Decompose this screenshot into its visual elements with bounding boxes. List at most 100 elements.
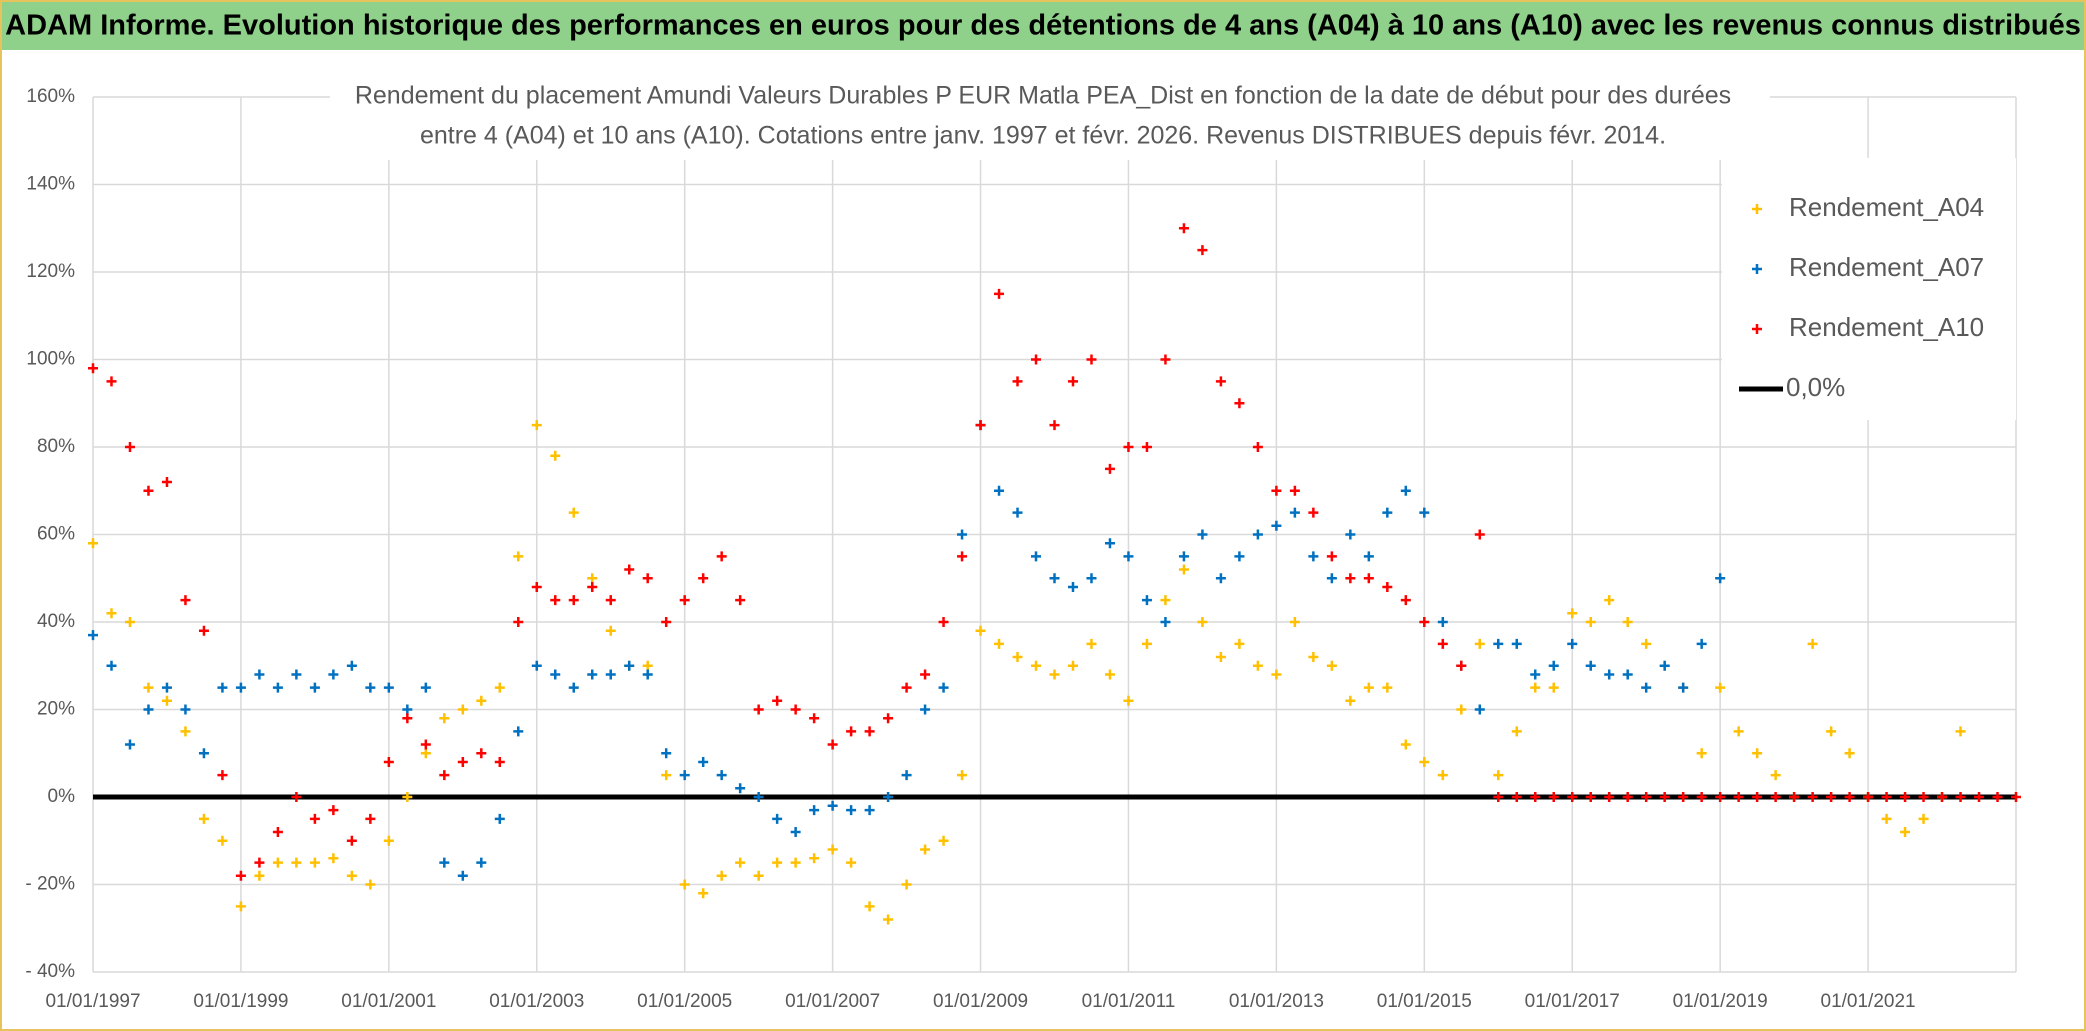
header-band bbox=[2, 2, 2084, 50]
point bbox=[1049, 669, 1060, 680]
point bbox=[106, 660, 117, 671]
x-tick-label: 01/01/1997 bbox=[45, 991, 140, 1012]
point bbox=[957, 529, 968, 540]
point bbox=[494, 757, 505, 767]
x-tick-label: 01/01/2017 bbox=[1525, 991, 1620, 1012]
point bbox=[1992, 792, 2003, 802]
y-tick-label: - 40% bbox=[25, 961, 75, 982]
point bbox=[254, 669, 265, 680]
point bbox=[1678, 792, 1689, 802]
point bbox=[642, 660, 653, 671]
point bbox=[661, 748, 672, 759]
point bbox=[698, 573, 709, 584]
y-tick-label: 40% bbox=[37, 611, 75, 632]
point bbox=[1104, 538, 1115, 549]
point bbox=[846, 857, 857, 868]
point bbox=[1863, 792, 1874, 802]
point bbox=[383, 835, 394, 846]
point bbox=[1012, 376, 1023, 387]
point bbox=[1234, 638, 1245, 649]
point bbox=[1715, 792, 1726, 802]
chart-title: ADAM Informe. Evolution historique des p… bbox=[5, 10, 2081, 42]
point bbox=[846, 805, 857, 816]
point bbox=[1604, 595, 1615, 606]
point bbox=[827, 844, 838, 855]
point bbox=[513, 726, 524, 737]
point bbox=[1511, 792, 1522, 802]
point bbox=[143, 682, 154, 693]
point bbox=[1881, 792, 1892, 802]
point bbox=[1474, 529, 1485, 540]
point bbox=[661, 770, 672, 781]
x-tick-label: 01/01/2013 bbox=[1229, 991, 1324, 1012]
point bbox=[957, 770, 968, 781]
point bbox=[901, 770, 912, 781]
point bbox=[402, 792, 413, 802]
point bbox=[1271, 520, 1282, 531]
point bbox=[161, 477, 172, 487]
point bbox=[143, 485, 154, 496]
legend-label: 0,0% bbox=[1786, 372, 1845, 402]
point bbox=[1604, 792, 1615, 802]
point bbox=[1031, 551, 1042, 562]
point bbox=[938, 835, 949, 846]
point bbox=[1955, 726, 1966, 737]
point bbox=[217, 682, 228, 693]
point bbox=[198, 813, 209, 824]
point bbox=[1104, 463, 1115, 474]
y-tick-label: 80% bbox=[37, 436, 75, 457]
point bbox=[1881, 813, 1892, 824]
point bbox=[1974, 792, 1985, 802]
point bbox=[1382, 582, 1393, 592]
point bbox=[1067, 376, 1078, 387]
point bbox=[1012, 652, 1023, 662]
point bbox=[1400, 739, 1411, 750]
point bbox=[901, 682, 912, 693]
point bbox=[1160, 617, 1171, 627]
point bbox=[1086, 573, 1097, 584]
point bbox=[735, 857, 746, 868]
point bbox=[1548, 792, 1559, 802]
subtitle: entre 4 (A04) et 10 ans (A10). Cotations… bbox=[420, 122, 1666, 150]
point bbox=[1733, 726, 1744, 737]
point bbox=[920, 669, 931, 680]
x-tick-label: 01/01/2007 bbox=[785, 991, 880, 1012]
point bbox=[180, 726, 191, 737]
point bbox=[994, 288, 1005, 299]
point bbox=[938, 617, 949, 627]
point bbox=[772, 857, 783, 868]
point bbox=[1622, 669, 1633, 680]
point bbox=[346, 870, 357, 881]
point bbox=[1289, 507, 1300, 518]
point bbox=[698, 757, 709, 767]
point bbox=[1086, 638, 1097, 649]
point bbox=[1141, 595, 1152, 606]
point bbox=[1067, 660, 1078, 671]
point bbox=[1918, 813, 1929, 824]
y-tick-label: - 20% bbox=[25, 874, 75, 895]
point bbox=[291, 792, 302, 802]
point bbox=[1548, 660, 1559, 671]
point bbox=[1659, 792, 1670, 802]
point bbox=[790, 827, 801, 837]
point bbox=[365, 879, 376, 890]
point bbox=[1826, 792, 1837, 802]
point bbox=[272, 682, 283, 693]
point bbox=[272, 857, 283, 868]
point bbox=[1252, 660, 1263, 671]
y-tick-label: 100% bbox=[26, 349, 75, 370]
point bbox=[1567, 608, 1578, 619]
point bbox=[143, 704, 154, 715]
point bbox=[1178, 564, 1189, 575]
legend-box bbox=[1722, 158, 2016, 420]
point bbox=[1548, 682, 1559, 693]
point bbox=[790, 704, 801, 715]
point bbox=[476, 857, 487, 868]
point bbox=[1215, 573, 1226, 584]
point bbox=[272, 827, 283, 837]
point bbox=[198, 748, 209, 759]
point bbox=[106, 376, 117, 387]
x-tick-label: 01/01/2003 bbox=[489, 991, 584, 1012]
point bbox=[383, 757, 394, 767]
